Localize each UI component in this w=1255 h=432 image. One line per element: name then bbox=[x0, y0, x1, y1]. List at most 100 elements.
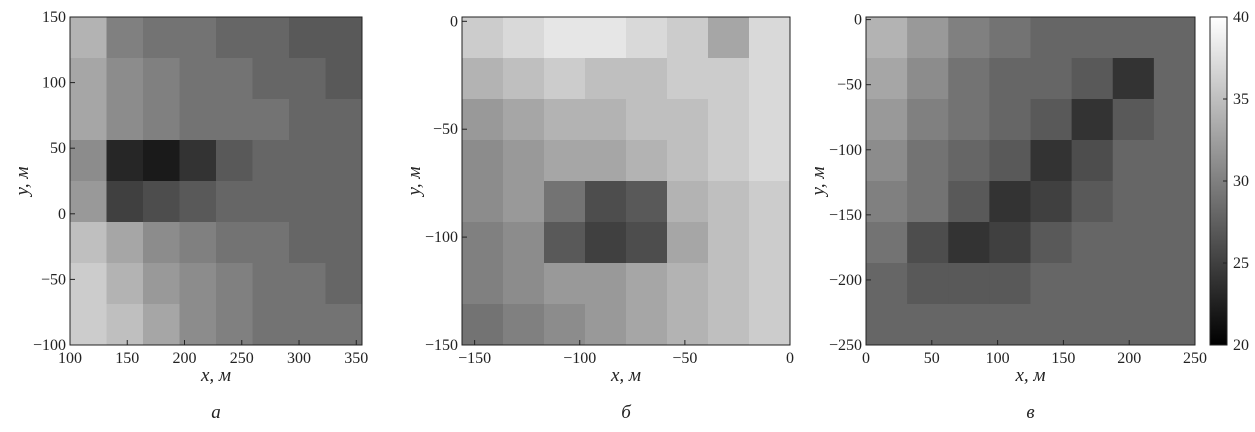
y-axis-label: y, м bbox=[404, 166, 425, 197]
heat-cell bbox=[585, 181, 627, 223]
heat-cell bbox=[1153, 263, 1196, 305]
x-tick-label: 200 bbox=[173, 350, 197, 367]
heat-cell bbox=[462, 140, 504, 182]
heat-cell bbox=[216, 181, 253, 223]
plot-frame bbox=[461, 16, 791, 346]
heat-cell bbox=[749, 263, 791, 305]
heat-cell bbox=[948, 99, 990, 141]
x-tick-label: 0 bbox=[786, 350, 794, 367]
heat-cell bbox=[708, 304, 750, 346]
y-tick-label: −250 bbox=[829, 337, 862, 354]
heat-cell bbox=[948, 17, 990, 59]
heat-cell bbox=[503, 99, 545, 141]
heat-cell bbox=[948, 304, 990, 346]
heat-cell bbox=[907, 17, 949, 59]
heat-cell bbox=[1153, 140, 1196, 182]
heat-cell bbox=[626, 58, 668, 100]
heat-cell bbox=[948, 263, 990, 305]
panel-label: а bbox=[211, 402, 221, 423]
heat-cell bbox=[667, 140, 709, 182]
heat-cell bbox=[503, 222, 545, 264]
heat-cell bbox=[989, 304, 1031, 346]
heat-cell bbox=[626, 304, 668, 346]
y-axis-label: y, м bbox=[12, 166, 33, 197]
heat-cell bbox=[667, 263, 709, 305]
heat-cell bbox=[989, 263, 1031, 305]
heat-cell bbox=[989, 222, 1031, 264]
heat-cell bbox=[70, 263, 107, 305]
heat-cell bbox=[325, 58, 363, 100]
panel-label: в bbox=[1026, 402, 1034, 423]
heat-cell bbox=[749, 181, 791, 223]
y-tick-label: 0 bbox=[450, 13, 458, 30]
heat-cell bbox=[749, 222, 791, 264]
y-tick-label: 0 bbox=[58, 206, 66, 223]
y-tick-label: 50 bbox=[50, 140, 66, 157]
heat-cell bbox=[1153, 58, 1196, 100]
heat-cell bbox=[252, 181, 290, 223]
x-tick-label: −150 bbox=[458, 350, 491, 367]
heat-cell bbox=[462, 58, 504, 100]
y-axis-label: y, м bbox=[808, 166, 829, 197]
heat-cell bbox=[106, 181, 144, 223]
heat-cell bbox=[1030, 17, 1073, 59]
heat-cell bbox=[866, 304, 908, 346]
heat-cell bbox=[1071, 17, 1114, 59]
heat-cell bbox=[143, 263, 180, 305]
y-tick-label: −100 bbox=[829, 142, 862, 159]
heat-cell bbox=[626, 17, 668, 59]
heat-cell bbox=[503, 263, 545, 305]
colorbar-tick-label: 20 bbox=[1233, 337, 1249, 354]
heat-cell bbox=[1112, 99, 1155, 141]
heat-cell bbox=[708, 58, 750, 100]
x-tick-label: 250 bbox=[230, 350, 254, 367]
heat-cell bbox=[143, 58, 180, 100]
heat-cell bbox=[585, 222, 627, 264]
plot-frame bbox=[865, 16, 1196, 346]
heat-cell bbox=[948, 181, 990, 223]
heat-cell bbox=[503, 58, 545, 100]
heat-cell bbox=[106, 58, 144, 100]
heat-cell bbox=[907, 140, 949, 182]
heat-cell bbox=[462, 181, 504, 223]
heat-cell bbox=[708, 17, 750, 59]
heat-cell bbox=[948, 222, 990, 264]
heat-cell bbox=[1112, 58, 1155, 100]
heat-cell bbox=[252, 222, 290, 264]
heat-cell bbox=[989, 58, 1031, 100]
x-tick-label: 100 bbox=[58, 350, 82, 367]
heat-cell bbox=[907, 263, 949, 305]
heat-cell bbox=[585, 263, 627, 305]
heat-cell bbox=[1153, 181, 1196, 223]
heat-cell bbox=[667, 304, 709, 346]
heat-cell bbox=[252, 263, 290, 305]
heat-cell bbox=[708, 263, 750, 305]
heat-cell bbox=[948, 58, 990, 100]
heat-cell bbox=[585, 17, 627, 59]
heat-cell bbox=[626, 263, 668, 305]
heat-cell bbox=[1153, 304, 1196, 346]
heat-cell bbox=[1030, 58, 1073, 100]
heat-cell bbox=[989, 140, 1031, 182]
heat-cell bbox=[585, 140, 627, 182]
heat-cell bbox=[462, 222, 504, 264]
plot-frame bbox=[69, 16, 363, 346]
heat-cell bbox=[216, 58, 253, 100]
heat-cell bbox=[143, 17, 180, 59]
y-tick-label: −150 bbox=[829, 207, 862, 224]
heat-cell bbox=[544, 181, 586, 223]
heat-cell bbox=[866, 222, 908, 264]
heat-cell bbox=[1030, 181, 1073, 223]
heat-cell bbox=[143, 140, 180, 182]
x-tick-label: −50 bbox=[672, 350, 697, 367]
heat-cell bbox=[1071, 58, 1114, 100]
y-tick-label: −50 bbox=[837, 77, 862, 94]
x-tick-label: 150 bbox=[115, 350, 139, 367]
heat-cell bbox=[106, 263, 144, 305]
heat-cell bbox=[1153, 222, 1196, 264]
heat-cell bbox=[216, 99, 253, 141]
heat-cell bbox=[216, 222, 253, 264]
heat-cell bbox=[667, 58, 709, 100]
heat-cell bbox=[325, 99, 363, 141]
heat-cell bbox=[866, 99, 908, 141]
